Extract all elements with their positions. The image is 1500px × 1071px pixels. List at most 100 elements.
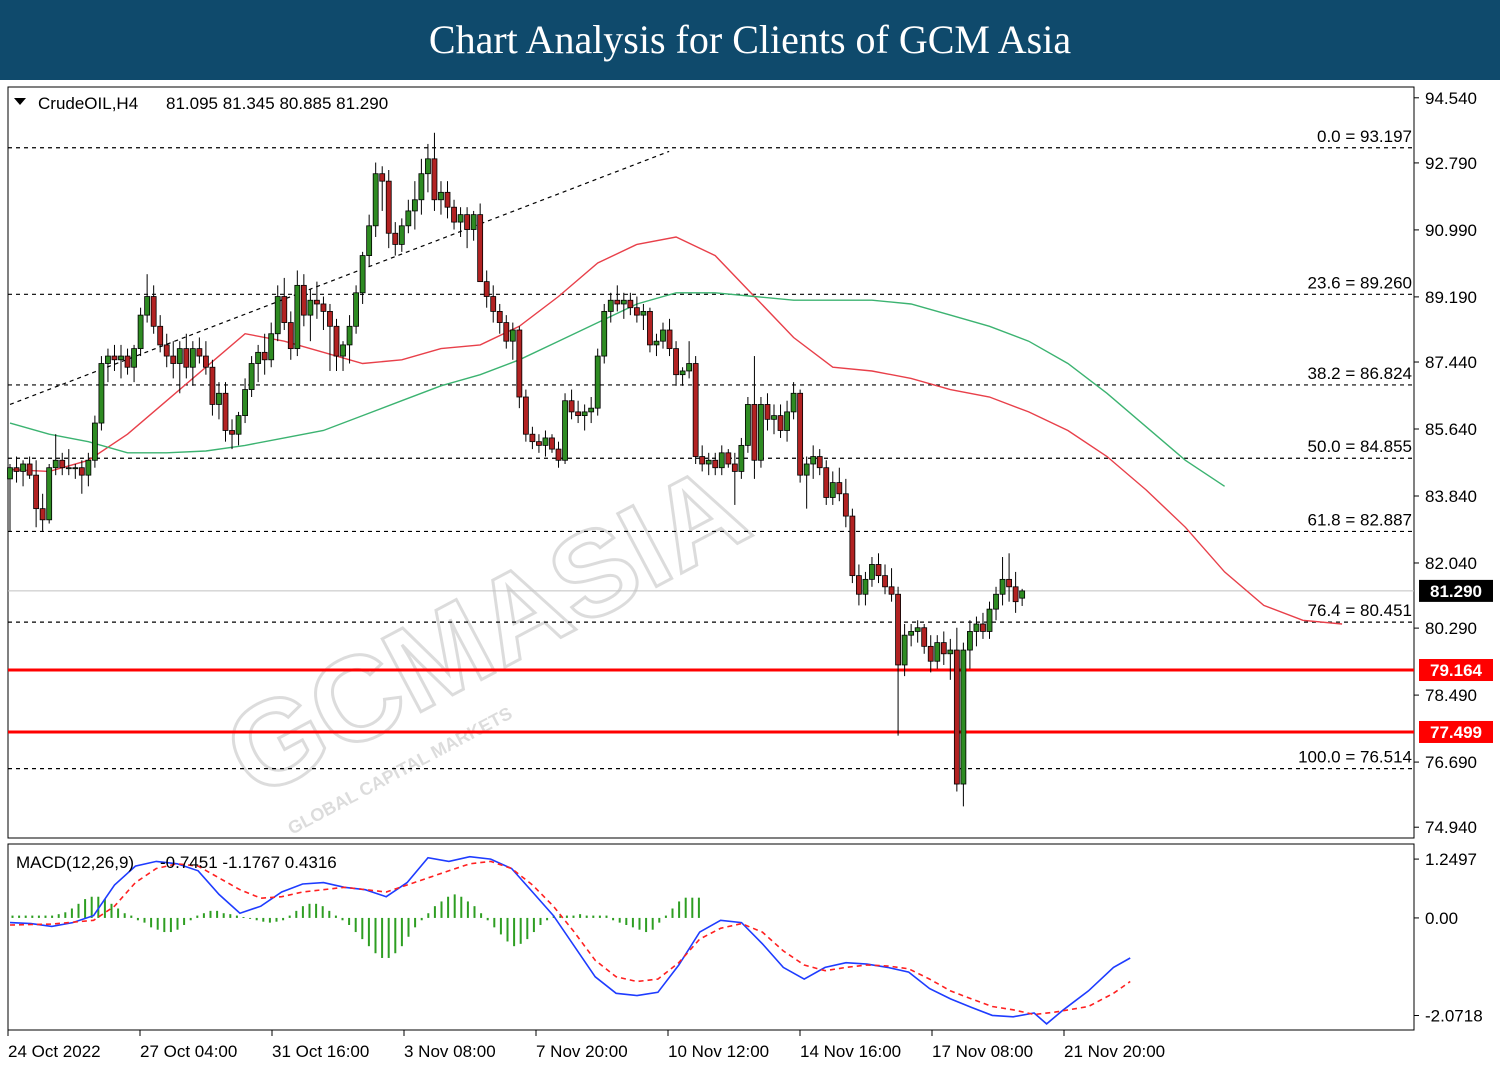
candle-body [189, 348, 196, 368]
candle [163, 333, 170, 368]
candle-body [470, 214, 477, 230]
fib-level-label: 100.0 = 76.514 [1298, 748, 1412, 767]
candle [731, 452, 738, 505]
candle [882, 564, 888, 595]
candle [248, 356, 255, 398]
candle-body [712, 459, 719, 469]
candle [718, 445, 725, 476]
candle-body [320, 303, 327, 312]
candle [1019, 588, 1026, 606]
candle [216, 382, 222, 420]
candle-body [281, 296, 288, 323]
candle-body [673, 348, 679, 376]
candle-body [973, 623, 980, 632]
candle-body [379, 173, 386, 182]
candle-body [744, 404, 751, 446]
candle-body [274, 296, 281, 335]
candle-body [366, 225, 373, 256]
candle [980, 612, 986, 639]
candle [281, 277, 288, 331]
candle-body [967, 631, 973, 651]
candle-body [679, 370, 686, 376]
candle-body [327, 311, 333, 327]
candle [59, 452, 66, 476]
candle-body [451, 206, 457, 223]
x-tick-label: 3 Nov 08:00 [404, 1042, 496, 1061]
candle-body [640, 311, 647, 316]
candle-body [216, 392, 222, 405]
candle [653, 333, 660, 357]
candle [666, 318, 673, 357]
macd-readout: -0.7451 -1.1767 0.4316 [160, 853, 337, 872]
candle [431, 132, 438, 211]
current-price-label: 81.290 [1430, 582, 1482, 601]
candle [744, 397, 751, 453]
candle-body [882, 575, 888, 588]
candle-body [294, 284, 301, 350]
candle [118, 344, 124, 379]
candle-body [496, 311, 503, 323]
candle [790, 382, 797, 420]
candle [542, 430, 549, 457]
candle-body [163, 344, 170, 357]
candle [895, 586, 901, 736]
x-tick-label: 17 Nov 08:00 [932, 1042, 1033, 1061]
price-y-tick-label: 87.440 [1425, 353, 1477, 372]
candle-body [588, 407, 595, 413]
candle [901, 624, 908, 677]
candle [85, 452, 92, 487]
candle [359, 251, 366, 304]
candle-body [33, 474, 40, 510]
candle-body [875, 564, 882, 577]
candle [137, 307, 144, 357]
candle [7, 463, 13, 531]
candle [522, 389, 529, 442]
candle-body [7, 467, 13, 480]
candle-body [647, 311, 653, 346]
candle [20, 460, 26, 487]
candle-body [927, 645, 934, 662]
candle [392, 222, 399, 256]
candle [705, 452, 712, 476]
candle-body [1006, 578, 1012, 588]
candle [470, 210, 477, 241]
candle [771, 404, 777, 435]
candle-body [803, 463, 810, 476]
candle [516, 326, 523, 409]
candle-body [144, 296, 151, 316]
candle [849, 508, 856, 584]
candle-body [660, 329, 666, 342]
symbol-dropdown-icon[interactable] [14, 98, 26, 105]
candle-body [137, 314, 144, 350]
price-y-tick-label: 85.640 [1425, 420, 1477, 439]
candle [372, 162, 379, 237]
candle-body [849, 515, 856, 577]
candle-body [601, 311, 608, 357]
candle-body [953, 649, 960, 785]
candle [438, 181, 444, 215]
candle [457, 207, 464, 237]
candle-body [522, 396, 529, 435]
candle-body [340, 344, 346, 357]
candle [607, 292, 614, 323]
macd-y-tick-label: 0.00 [1425, 909, 1458, 928]
moving-average-fast [9, 236, 1343, 625]
candle [353, 285, 359, 334]
candle-body [940, 642, 947, 655]
candle [98, 356, 105, 431]
candle [594, 348, 601, 416]
moving-average-slow [9, 292, 1225, 487]
candle-body [372, 173, 379, 227]
candle [856, 564, 862, 606]
candle [496, 303, 503, 334]
candle-body [431, 158, 438, 201]
candle-body [562, 400, 568, 461]
price-y-tick-label: 92.790 [1425, 154, 1477, 173]
candle [633, 296, 640, 323]
candle [536, 434, 542, 453]
trendline [9, 150, 670, 406]
candle [209, 359, 216, 416]
x-tick-label: 31 Oct 16:00 [272, 1042, 369, 1061]
candle [150, 285, 157, 334]
candle [398, 218, 405, 252]
